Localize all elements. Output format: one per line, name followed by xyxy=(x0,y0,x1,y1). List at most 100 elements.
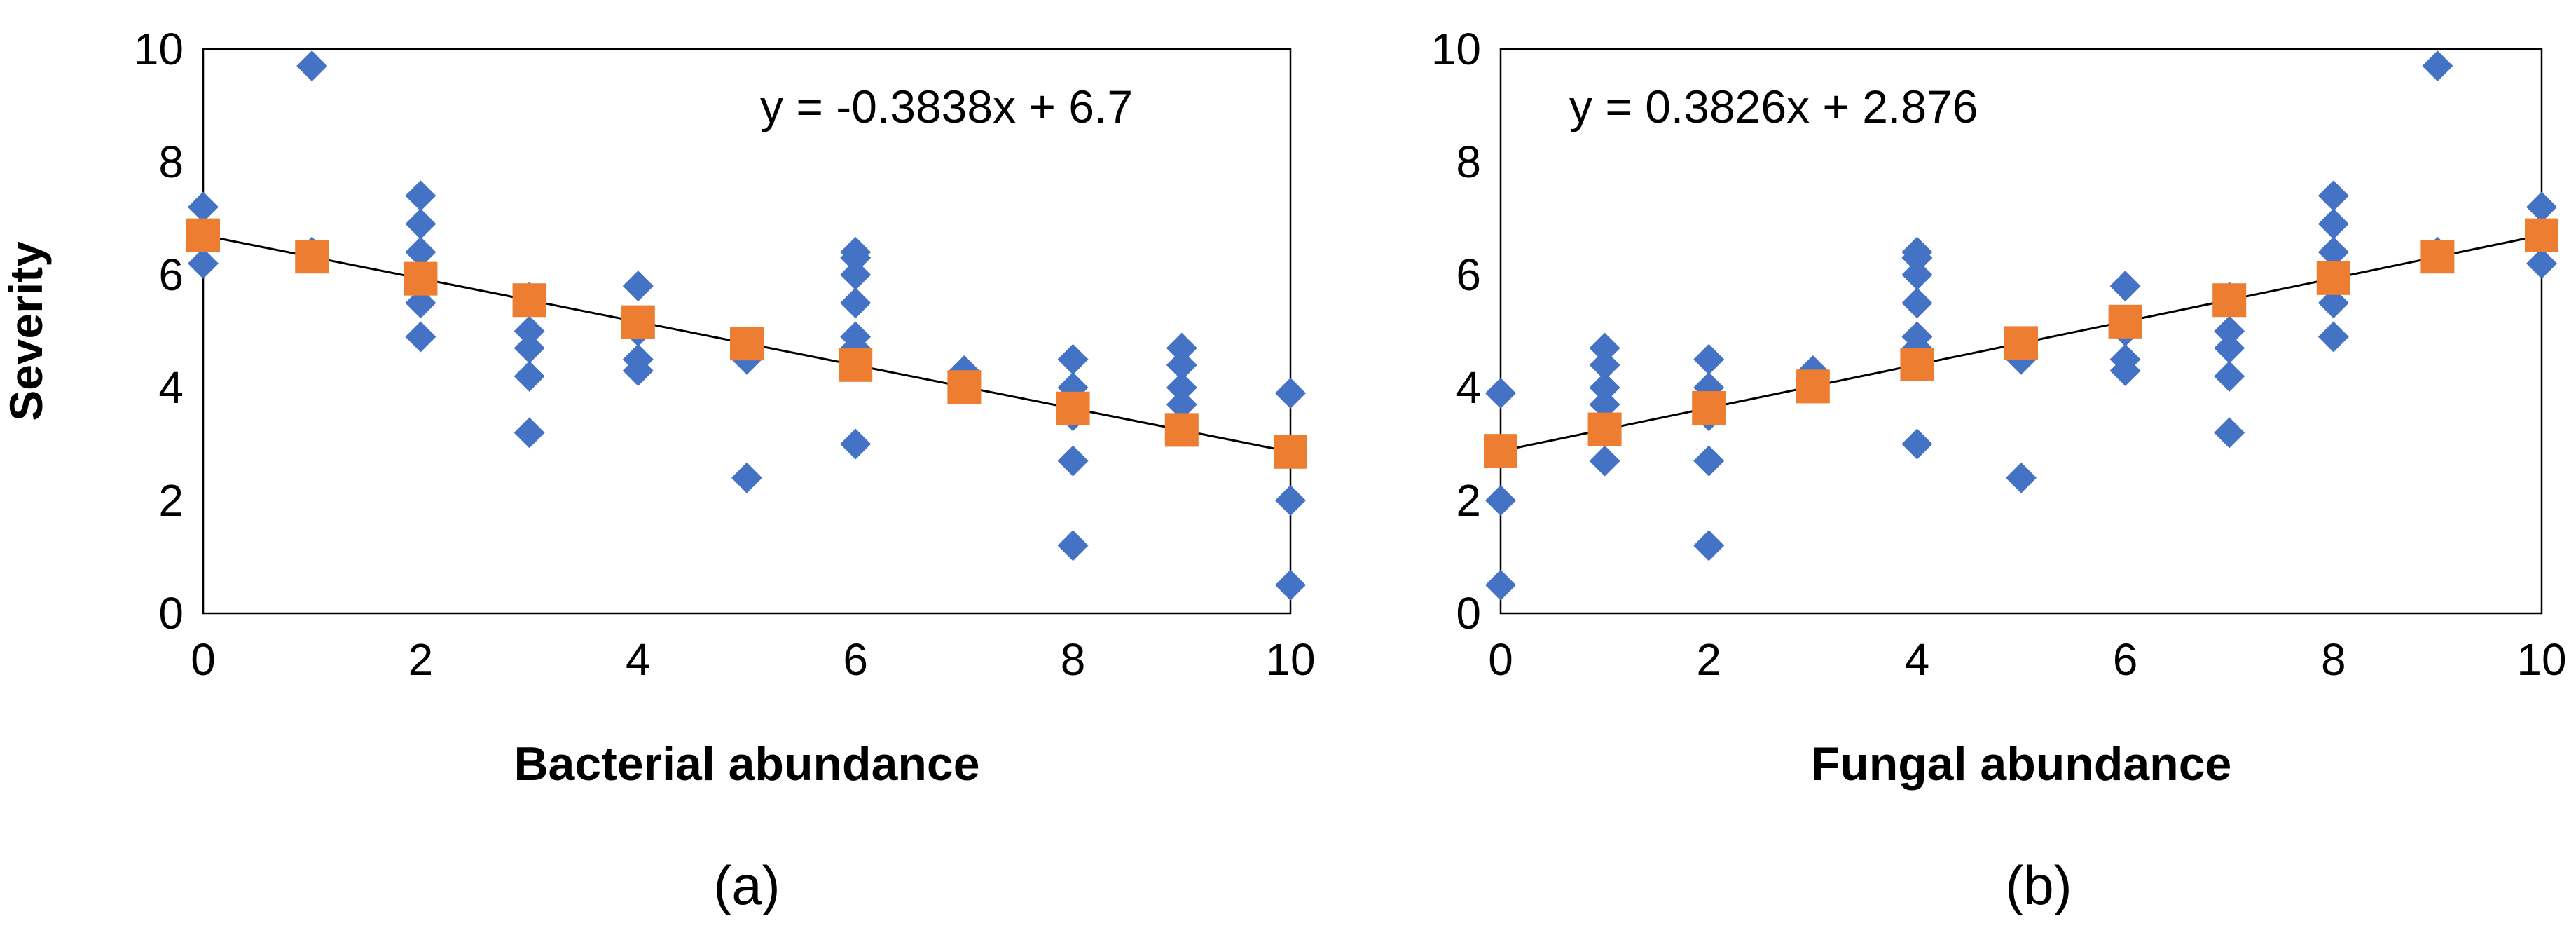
y-tick-label: 0 xyxy=(1456,588,1481,639)
fitted-point xyxy=(512,283,546,318)
observed-point xyxy=(2317,208,2349,240)
observed-point xyxy=(405,208,436,240)
observed-point xyxy=(514,417,545,449)
observed-point xyxy=(405,321,436,353)
observed-point xyxy=(840,242,872,273)
observed-point xyxy=(1589,349,1620,381)
y-axis-label: Severity xyxy=(0,241,52,421)
observed-point xyxy=(2006,462,2037,493)
y-tick-label: 6 xyxy=(158,250,184,300)
fitted-point xyxy=(1484,434,1517,468)
observed-point xyxy=(1485,569,1516,601)
x-tick-label: 8 xyxy=(2321,634,2346,685)
observed-point xyxy=(2317,321,2349,353)
trendline-equation: y = 0.3826x + 2.876 xyxy=(1569,81,1978,132)
x-tick-label: 8 xyxy=(1061,634,1086,685)
observed-point xyxy=(1589,389,1620,421)
observed-point xyxy=(2317,287,2349,319)
observed-point xyxy=(2526,247,2557,279)
observed-point xyxy=(1693,530,1725,561)
fitted-point xyxy=(2316,261,2350,295)
observed-point xyxy=(2109,355,2141,386)
y-tick-label: 2 xyxy=(1456,475,1481,526)
fitted-point xyxy=(730,327,764,361)
x-tick-label: 4 xyxy=(626,634,651,685)
observed-point xyxy=(2214,315,2245,347)
x-axis-label: Fungal abundance xyxy=(1811,737,2232,791)
observed-point xyxy=(1057,530,1089,561)
observed-point xyxy=(296,50,328,82)
observed-point xyxy=(1693,343,1725,375)
observed-point xyxy=(514,360,545,392)
observed-point xyxy=(514,332,545,364)
observed-point xyxy=(1275,569,1306,601)
x-tick-label: 0 xyxy=(191,634,216,685)
fitted-point xyxy=(1796,369,1830,404)
x-tick-label: 2 xyxy=(1696,634,1721,685)
observed-point xyxy=(622,271,654,302)
observed-point xyxy=(405,180,436,212)
fitted-point xyxy=(1587,412,1622,446)
y-tick-label: 2 xyxy=(158,475,184,526)
observed-point xyxy=(1166,372,1197,403)
fitted-point xyxy=(2420,240,2455,274)
observed-point xyxy=(1901,287,1933,319)
y-tick-label: 6 xyxy=(1456,250,1481,300)
observed-point xyxy=(2214,417,2245,449)
observed-point xyxy=(840,287,872,319)
x-tick-label: 10 xyxy=(2516,634,2566,685)
observed-point xyxy=(188,191,219,223)
fitted-point xyxy=(1164,413,1199,447)
observed-point xyxy=(731,462,762,493)
observed-point xyxy=(1057,445,1089,477)
observed-point xyxy=(840,332,872,364)
observed-point xyxy=(2317,180,2349,212)
y-tick-label: 8 xyxy=(1456,137,1481,187)
x-tick-label: 4 xyxy=(1905,634,1930,685)
observed-point xyxy=(1166,349,1197,381)
fitted-point xyxy=(2525,218,2558,252)
fitted-point xyxy=(404,261,438,296)
fitted-point xyxy=(1274,435,1307,469)
observed-point xyxy=(405,236,436,268)
observed-point xyxy=(1589,372,1620,403)
observed-point xyxy=(188,247,219,279)
observed-point xyxy=(2422,50,2453,82)
observed-point xyxy=(1693,445,1725,477)
observed-point xyxy=(1166,332,1197,364)
observed-point xyxy=(1901,428,1933,460)
plot-frame xyxy=(202,48,1292,615)
fitted-point xyxy=(295,240,329,274)
plot-frame xyxy=(1499,48,2543,615)
fitted-point xyxy=(947,370,982,404)
x-tick-label: 6 xyxy=(2113,634,2138,685)
y-tick-label: 10 xyxy=(134,24,184,74)
observed-point xyxy=(1485,485,1516,516)
observed-point xyxy=(840,259,872,290)
y-tick-label: 4 xyxy=(158,362,184,413)
y-tick-label: 8 xyxy=(158,137,184,187)
y-tick-label: 4 xyxy=(1456,362,1481,413)
observed-point xyxy=(1901,242,1933,273)
fitted-point xyxy=(621,305,655,339)
x-tick-label: 10 xyxy=(1265,634,1315,685)
observed-point xyxy=(2214,360,2245,392)
fitted-point xyxy=(1692,390,1726,425)
observed-point xyxy=(1275,378,1306,409)
fitted-point xyxy=(2108,304,2142,339)
chart-panel-b: 0 2 4 6 8 10 0 2 4 6 8 10 y = 0.3826x + 2.876 Fungal … xyxy=(1431,24,2567,916)
observed-point xyxy=(1057,343,1089,375)
observed-point xyxy=(2317,236,2349,268)
fitted-point xyxy=(2212,283,2247,318)
trendline-equation: y = -0.3838x + 6.7 xyxy=(760,81,1133,132)
fitted-point xyxy=(186,218,220,252)
fitted-point xyxy=(2004,326,2038,360)
observed-point xyxy=(1589,445,1620,477)
x-tick-label: 2 xyxy=(408,634,434,685)
observed-point xyxy=(1589,332,1620,364)
x-tick-label: 0 xyxy=(1488,634,1513,685)
observed-point xyxy=(1166,389,1197,421)
panel-label-a: (a) xyxy=(713,854,780,916)
observed-point xyxy=(1901,259,1933,290)
